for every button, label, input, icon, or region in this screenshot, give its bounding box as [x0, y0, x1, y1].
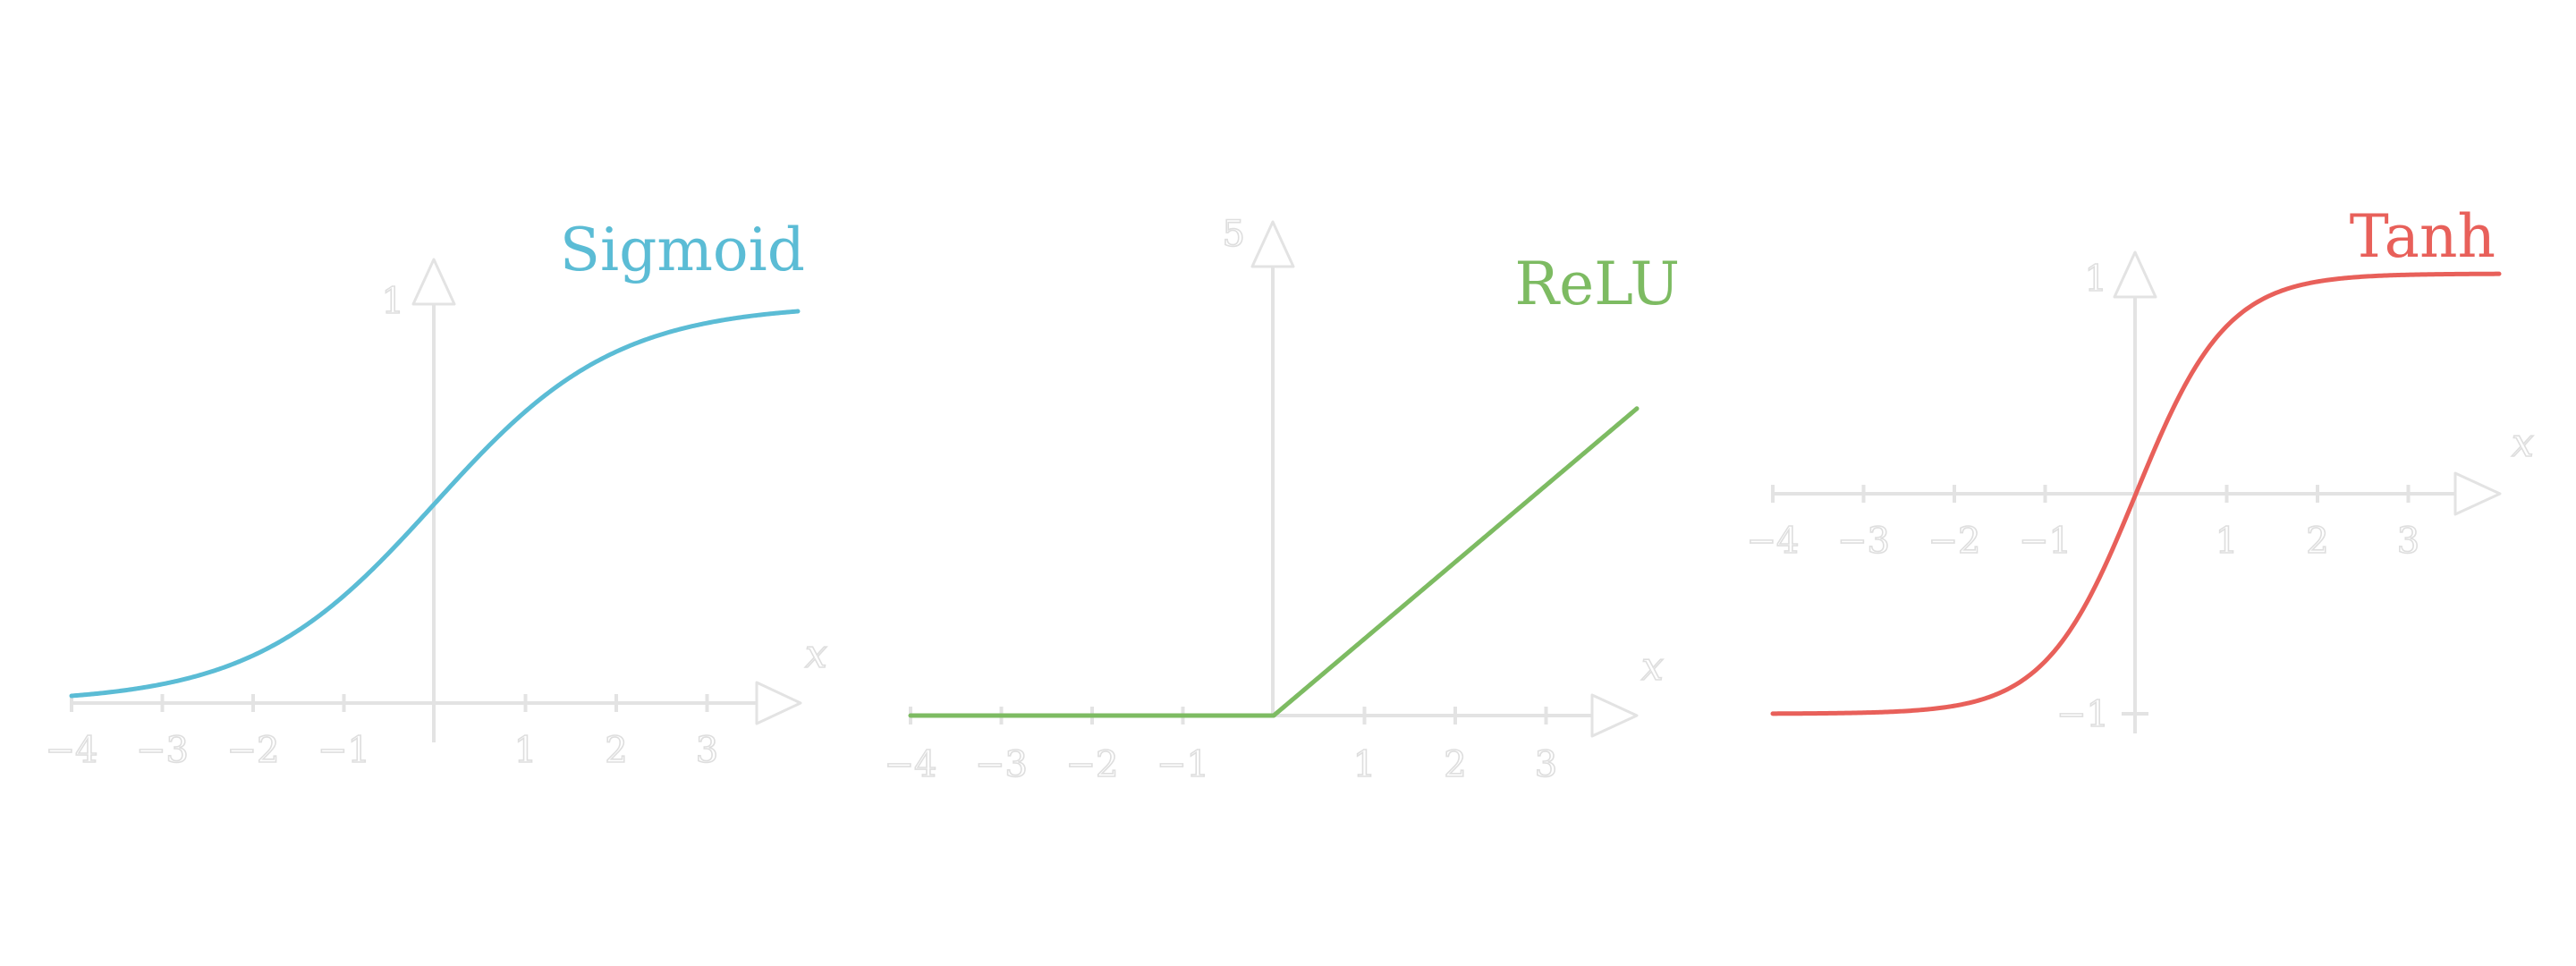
relu-x-axis-label: x — [1641, 644, 1664, 690]
sigmoid-y-axis-arrow — [411, 258, 456, 306]
relu-x-tick-label: 1 — [1353, 744, 1376, 785]
relu-x-tick-label: 2 — [1444, 744, 1466, 785]
tanh-x-tick-label: 3 — [2397, 521, 2419, 562]
relu-x-tick-label: −3 — [975, 744, 1028, 785]
relu-x-tick-label: −2 — [1066, 744, 1119, 785]
tanh-x-axis-label: x — [2512, 420, 2534, 466]
tanh-x-tick-label: −4 — [1747, 521, 1800, 562]
relu-x-tick-label: −1 — [1157, 744, 1209, 785]
sigmoid-chart: −4 −3 −2 −1 1 2 3 1 x Sigmoid — [45, 216, 828, 772]
sigmoid-series-label: Sigmoid — [560, 216, 805, 284]
sigmoid-x-tick-label: 3 — [696, 730, 718, 771]
sigmoid-x-tick-label: −2 — [227, 730, 280, 771]
tanh-x-tick-label: −2 — [1928, 521, 1981, 562]
tanh-y-axis-arrow — [2113, 250, 2157, 299]
tanh-x-axis-arrow — [2453, 471, 2502, 516]
relu-x-axis-arrow — [1590, 693, 1639, 738]
sigmoid-curve — [69, 309, 801, 699]
tanh-curve — [1770, 271, 2502, 716]
sigmoid-y-tick-label: 1 — [382, 281, 404, 322]
relu-chart: −4 −3 −2 −1 1 2 3 5 x ReLU — [884, 213, 1680, 786]
tanh-chart: −4 −3 −2 −1 1 2 3 1 −1 x Tanh — [1746, 202, 2535, 736]
tanh-series-label: Tanh — [2350, 202, 2496, 271]
tanh-x-tick-label: 1 — [2216, 521, 2238, 562]
relu-curve — [908, 406, 1640, 718]
sigmoid-x-tick-label: 2 — [605, 730, 627, 771]
sigmoid-x-tick-label: 1 — [514, 730, 537, 771]
sigmoid-x-tick-label: −1 — [318, 730, 370, 771]
relu-x-ticks: −4 −3 −2 −1 1 2 3 — [884, 707, 1558, 786]
sigmoid-x-axis-label: x — [805, 631, 827, 677]
tanh-x-tick-label: 2 — [2306, 521, 2328, 562]
tanh-x-tick-label: −3 — [1837, 521, 1890, 562]
sigmoid-x-tick-label: −4 — [46, 730, 98, 771]
tanh-y-tick-label-bottom: −1 — [2056, 694, 2109, 735]
relu-x-tick-label: 3 — [1535, 744, 1557, 785]
sigmoid-x-tick-label: −3 — [136, 730, 189, 771]
tanh-x-tick-label: −1 — [2019, 521, 2072, 562]
sigmoid-x-ticks: −4 −3 −2 −1 1 2 3 — [45, 694, 719, 772]
tanh-x-ticks: −4 −3 −2 −1 1 2 3 — [1746, 485, 2420, 563]
relu-x-tick-label: −4 — [885, 744, 937, 785]
tanh-y-tick-label-top: 1 — [2085, 258, 2107, 300]
relu-series-label: ReLU — [1514, 250, 1680, 318]
relu-y-axis-arrow — [1250, 220, 1295, 268]
relu-y-tick-label: 5 — [1223, 214, 1245, 255]
sigmoid-x-axis-arrow — [755, 681, 802, 725]
